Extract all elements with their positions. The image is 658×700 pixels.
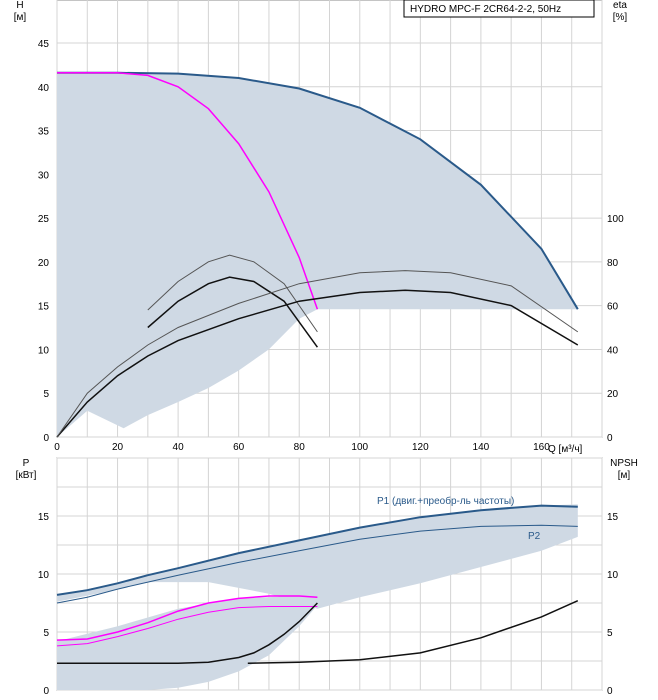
npsh-tick-label: 10: [607, 570, 619, 581]
series-line-full-speed: [57, 71, 579, 310]
p2-series-label: P2: [528, 531, 541, 542]
x-tick-label: 40: [173, 442, 185, 453]
y-right-unit: [%]: [613, 12, 628, 23]
x-tick-label: 160: [533, 442, 550, 453]
x-axis-title: Q [м³/ч]: [548, 444, 583, 455]
y-left-tick-label: 45: [38, 39, 50, 50]
x-tick-label: 0: [54, 442, 60, 453]
y-right-tick-label: 40: [607, 345, 619, 356]
y-right-tick-label: 0: [607, 433, 613, 444]
npsh-axis-title: NPSH: [610, 458, 638, 469]
series-line-single-pump: [57, 72, 319, 310]
top-operating-area: [57, 72, 578, 438]
top-series-group: [56, 71, 579, 438]
y-left-tick-label: 35: [38, 127, 50, 138]
y-left-tick-label: 30: [38, 170, 50, 181]
y-right-tick-label: 20: [607, 389, 619, 400]
series-line-npsh-single: [57, 602, 318, 665]
y-left-tick-label: 15: [38, 302, 50, 313]
npsh-tick-label: 0: [607, 686, 613, 697]
x-tick-label: 120: [412, 442, 429, 453]
series-line-efficiency-multi-thin: [56, 270, 579, 438]
p-tick-label: 0: [43, 686, 49, 697]
p-tick-label: 10: [38, 570, 50, 581]
bottom-tick-labels: 0 5 10 15 0 5 10 15: [38, 512, 619, 697]
y-left-tick-label: 20: [38, 258, 50, 269]
power-area: [57, 504, 578, 609]
bottom-series-group: [56, 504, 579, 665]
head-efficiency-panel: 0 20 40 60 80 100 120 140 160 0 5 10 15 20 25 30 35 40 45 0…: [14, 0, 628, 455]
y-left-tick-label: 40: [38, 83, 50, 94]
y-left-unit: [м]: [14, 12, 27, 23]
x-tick-label: 100: [351, 442, 368, 453]
y-left-tick-label: 0: [43, 433, 49, 444]
series-line-efficiency-single-thin: [147, 254, 318, 333]
x-tick-label: 60: [233, 442, 245, 453]
npsh-tick-label: 5: [607, 628, 613, 639]
series-line-efficiency-multi: [56, 289, 579, 438]
series-line-p1: [56, 504, 578, 596]
y-left-tick-label: 5: [43, 389, 49, 400]
x-tick-label: 20: [112, 442, 124, 453]
npsh-axis-unit: [м]: [618, 470, 631, 481]
power-npsh-panel: 0 5 10 15 0 5 10 15 P [кВт] NPSH [м] P1 (двиг.+…: [16, 457, 638, 697]
series-line-p1-single: [56, 595, 318, 641]
series-line-efficiency-single: [147, 276, 319, 348]
series-line-p2: [56, 524, 578, 604]
npsh-tick-label: 15: [607, 512, 619, 523]
p-tick-label: 5: [43, 628, 49, 639]
y-left-tick-label: 10: [38, 345, 50, 356]
operating-area: [57, 72, 578, 438]
y-left-tick-label: 25: [38, 214, 50, 225]
legend-box-text: HYDRO MPC-F 2CR64-2-2, 50Hz: [410, 4, 561, 15]
series-line-npsh-multi: [247, 600, 579, 665]
y-left-title: H: [16, 0, 23, 11]
x-tick-label: 80: [294, 442, 306, 453]
legend-box: [403, 0, 595, 18]
p-axis-title: P: [23, 458, 30, 469]
p-axis-unit: [кВт]: [16, 470, 37, 481]
y-right-title: eta: [613, 0, 627, 11]
npsh-area: [57, 596, 318, 690]
series-line-p2-single: [56, 606, 318, 647]
y-right-tick-label: 60: [607, 302, 619, 313]
y-right-tick-label: 80: [607, 258, 619, 269]
x-tick-label: 140: [473, 442, 490, 453]
bottom-areas: [57, 504, 578, 690]
y-right-tick-label: 100: [607, 214, 624, 225]
p1-series-label: P1 (двиг.+преобр-ль частоты): [377, 495, 514, 507]
top-tick-labels: 0 20 40 60 80 100 120 140 160 0 5 10 15 20 25 30 35 40 45 0…: [38, 39, 624, 453]
p-tick-label: 15: [38, 512, 50, 523]
